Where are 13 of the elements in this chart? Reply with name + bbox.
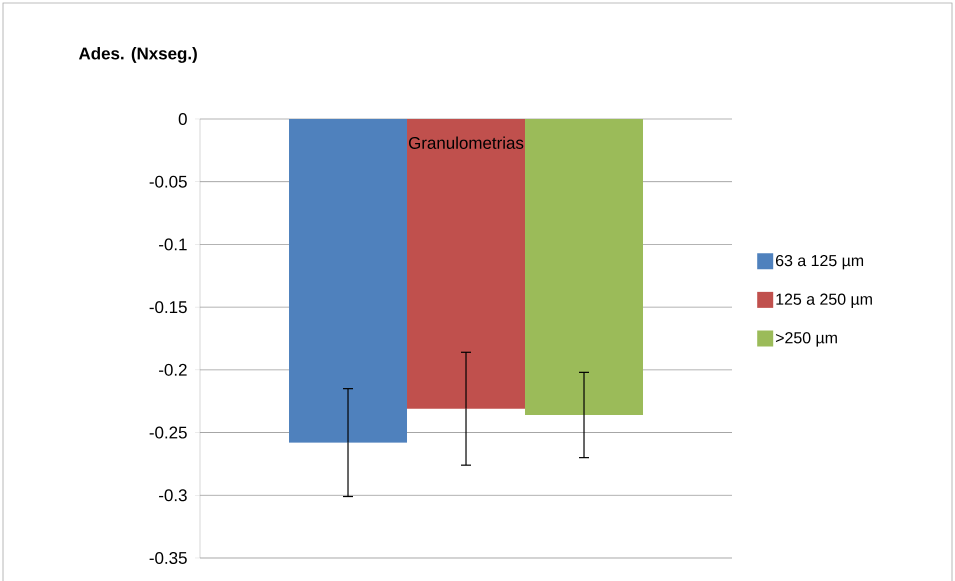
y-tick-label: -0.25 <box>150 426 187 439</box>
legend-label: >250 µm <box>776 332 837 347</box>
y-axis-title: Ades. (Nxseg.) <box>78 47 197 63</box>
y-tick-label: 0 <box>178 112 187 125</box>
y-tick-label: -0.05 <box>150 176 187 188</box>
legend-label: 63 a 125 µm <box>776 254 864 270</box>
y-tick-label: -0.3 <box>159 489 187 502</box>
y-tick-label: -0.35 <box>150 552 187 564</box>
y-tick-label: -0.15 <box>150 301 187 314</box>
x-tick-label: Granulometrias <box>408 136 524 149</box>
y-tick-label: -0.2 <box>159 364 187 376</box>
legend-label: 125 a 250 µm <box>776 294 872 308</box>
y-tick-label: -0.1 <box>159 238 187 250</box>
